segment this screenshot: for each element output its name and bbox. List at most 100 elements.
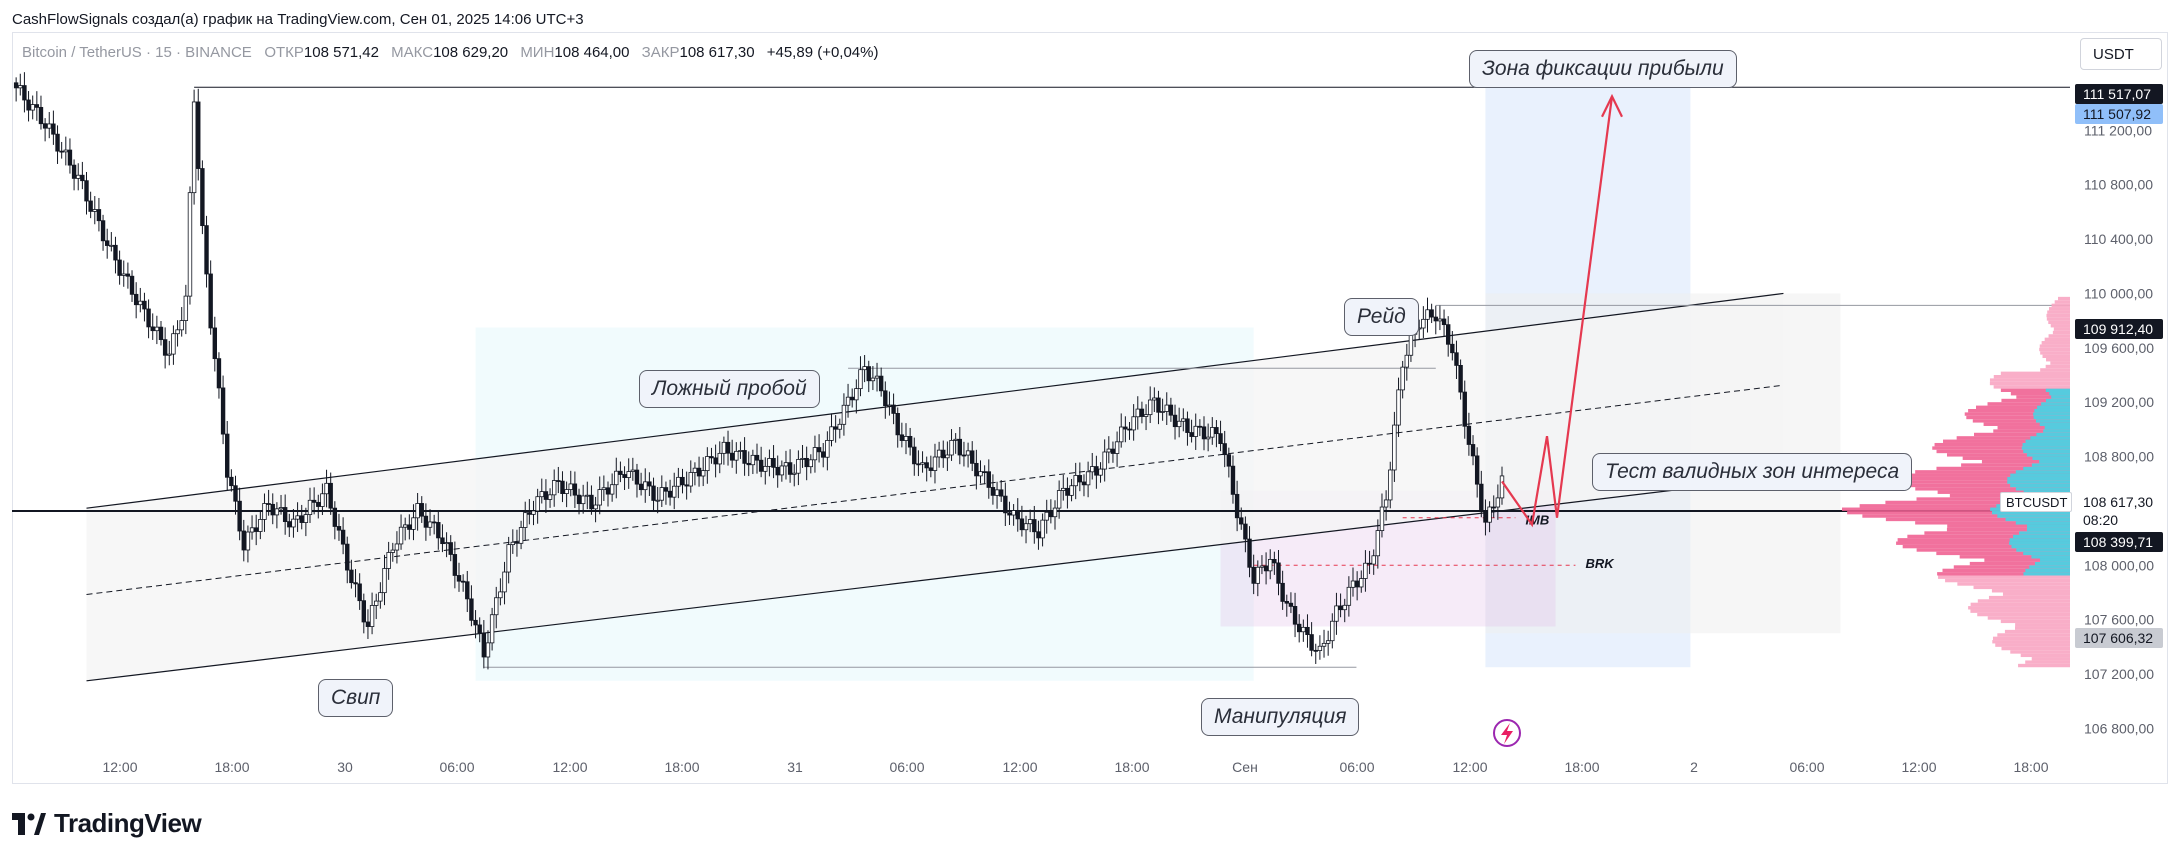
candle-body [779,465,785,476]
volume-profile-bar [1957,582,2070,586]
candle-body [357,583,362,602]
candle-body [47,123,52,129]
volume-profile-value-bar [2036,432,2070,437]
candle-body [150,326,155,332]
volume-profile-bar [1991,589,2070,593]
candle-body [775,466,780,476]
candle-body [887,404,892,407]
candle-body [580,495,586,505]
volume-profile-bar [2039,347,2070,352]
candle-body [1429,309,1434,318]
candle-body [945,454,950,459]
candle-body [481,632,487,658]
candle-body [18,85,23,89]
candle-body [998,489,1004,497]
candle-body [651,485,656,501]
candle-body [721,441,727,454]
volume-profile-bar [1915,487,2070,491]
candle-body [196,101,201,169]
candle-body [1143,414,1149,417]
candle-body [680,476,685,486]
candle-body [1048,511,1054,518]
candle-body [845,396,851,406]
candle-body [187,192,193,297]
open-value: 108 571,42 [303,44,379,61]
volume-profile-bar [1942,568,2070,573]
volume-profile-bar [1992,636,2070,641]
annotation-false-breakout[interactable]: Ложный пробой [639,370,820,408]
candle-body [282,507,288,522]
candle-body [76,174,81,179]
candle-body [874,375,880,379]
symbol-title[interactable]: Bitcoin / TetherUS · 15 · BINANCE [22,44,252,61]
candle-body [154,326,160,332]
volume-profile-bar [2041,341,2070,345]
candle-body [502,571,507,593]
candle-body [1239,517,1244,525]
volume-profile-bar [2031,657,2070,661]
candle-body [1172,414,1178,428]
volume-profile-bar [1968,408,2070,413]
candle-body [1404,354,1410,368]
candle-body [970,450,975,464]
volume-profile-bar [1977,599,2070,603]
candle-body [121,273,126,276]
annotation-profit-zone[interactable]: Зона фиксации прибыли [1469,50,1737,88]
volume-profile-bar [1937,572,2070,576]
tradingview-logo[interactable]: TradingView [12,808,202,839]
candle-body [1123,426,1128,430]
candle-body [527,512,532,515]
candle-body [1085,471,1091,486]
candle-body [1491,506,1496,509]
volume-profile-bar [1885,517,2070,522]
candle-body [849,396,855,401]
volume-profile-bar [1847,510,2070,515]
candle-body [1371,555,1376,565]
candle-body [787,462,793,475]
volume-profile-bar [1953,565,2070,569]
annotation-manipulation[interactable]: Манипуляция [1201,698,1360,736]
candle-body [229,476,234,487]
annotation-zone-test[interactable]: Тест валидных зон интереса [1592,453,1913,491]
x-tick-label: 12:00 [1901,759,1936,775]
volume-profile-value-bar [2007,480,2070,484]
candle-body [1408,333,1414,356]
volume-profile-value-bar [2013,534,2070,539]
candle-body [920,462,925,465]
candle-body [535,496,540,512]
volume-profile-value-bar [2040,558,2070,562]
candle-body [452,554,458,576]
candle-body [191,101,197,194]
volume-profile-bar [2047,310,2070,314]
volume-profile-bar [1989,381,2070,386]
currency-selector[interactable]: USDT [2080,38,2162,70]
volume-profile-value-bar [2022,442,2070,447]
candle-body [705,456,710,472]
candle-body [1110,448,1116,454]
candle-body [427,521,433,528]
x-tick-label: 06:00 [1789,759,1824,775]
candle-body [767,458,772,467]
volume-profile-value-bar [2034,408,2070,413]
candle-body [655,499,660,502]
chart-frame[interactable] [12,32,2168,784]
candle-body [1487,506,1492,523]
candle-body [274,508,280,516]
annotation-raid[interactable]: Рейд [1344,298,1419,336]
low-value: 108 464,00 [554,44,630,61]
candle-body [13,82,19,89]
candle-body [67,149,73,166]
candle-body [1189,432,1194,437]
volume-profile-value-bar [2046,398,2070,403]
volume-profile-bar [1970,609,2070,613]
volume-profile-bar [2052,330,2070,335]
high-label: МАКС [391,44,434,61]
candle-body [1338,605,1343,611]
candle-body [1081,481,1087,486]
candle-body [1106,448,1112,453]
candle-body [709,456,714,459]
projection-arrow [1501,96,1614,528]
candle-body [299,515,304,523]
annotation-sweep[interactable]: Свип [318,679,394,717]
